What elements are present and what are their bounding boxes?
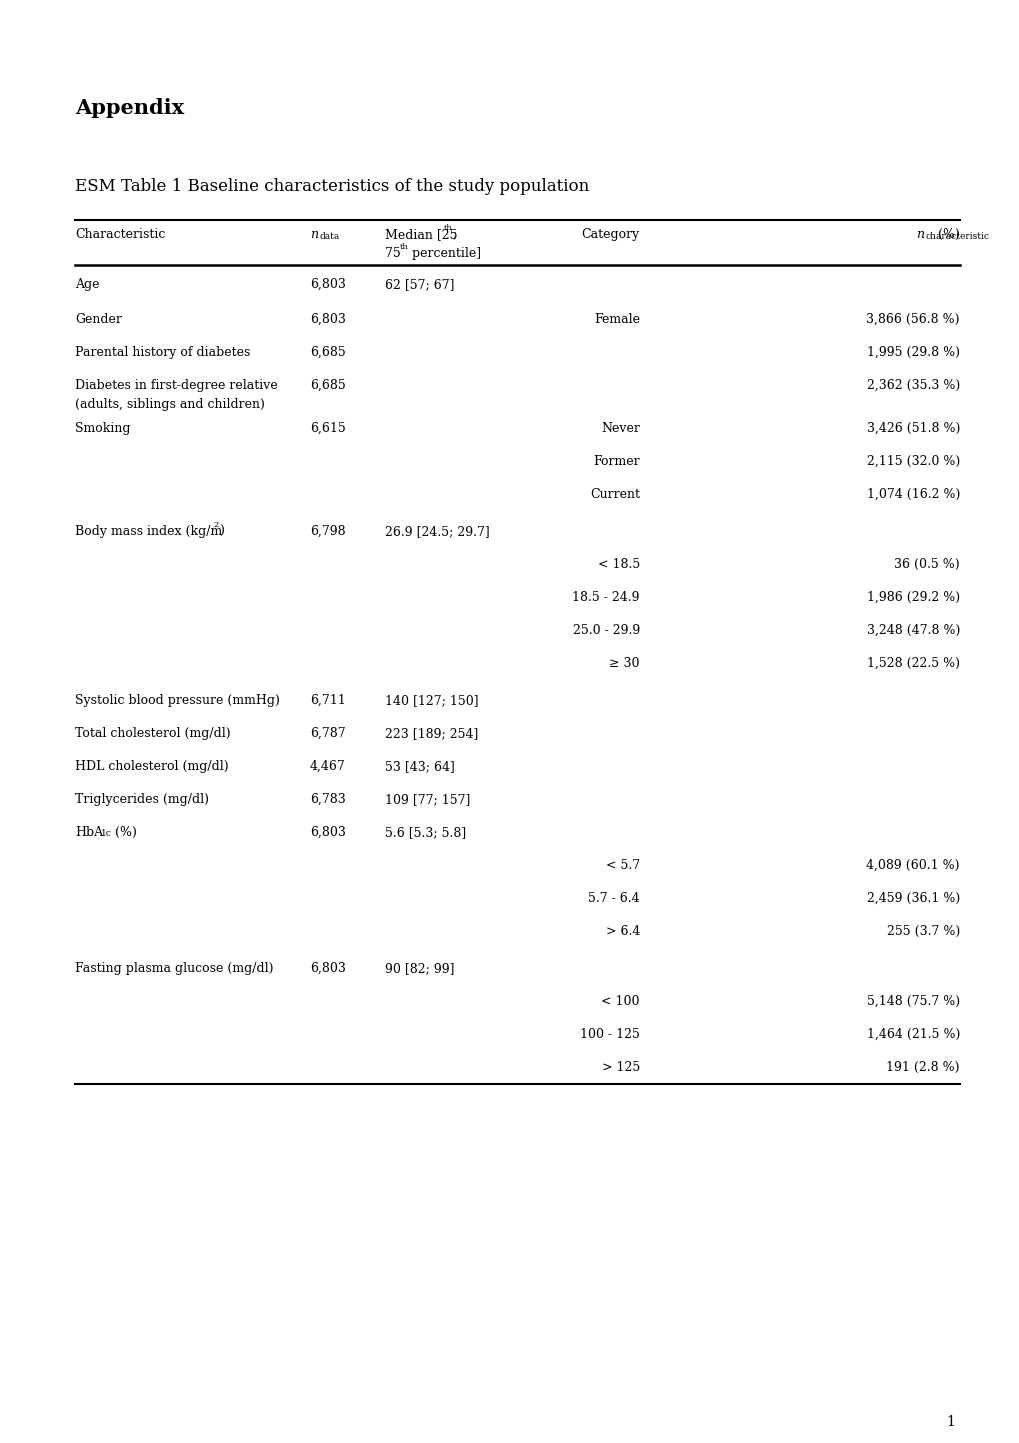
- Text: 6,803: 6,803: [310, 313, 345, 326]
- Text: 53 [43; 64]: 53 [43; 64]: [384, 760, 454, 773]
- Text: Smoking: Smoking: [75, 421, 130, 434]
- Text: Diabetes in first-degree relative: Diabetes in first-degree relative: [75, 380, 277, 392]
- Text: 75: 75: [384, 247, 400, 260]
- Text: Female: Female: [593, 313, 639, 326]
- Text: (%): (%): [111, 825, 137, 838]
- Text: 1,528 (22.5 %): 1,528 (22.5 %): [866, 657, 959, 670]
- Text: (adults, siblings and children): (adults, siblings and children): [75, 398, 265, 411]
- Text: Category: Category: [581, 228, 639, 241]
- Text: 191 (2.8 %): 191 (2.8 %): [886, 1061, 959, 1074]
- Text: 4,089 (60.1 %): 4,089 (60.1 %): [866, 859, 959, 872]
- Text: < 100: < 100: [601, 996, 639, 1009]
- Text: Current: Current: [589, 488, 639, 501]
- Text: < 18.5: < 18.5: [597, 558, 639, 571]
- Text: n: n: [310, 228, 318, 241]
- Text: 6,615: 6,615: [310, 421, 345, 434]
- Text: (%): (%): [937, 228, 959, 241]
- Text: 4,467: 4,467: [310, 760, 345, 773]
- Text: 6,685: 6,685: [310, 346, 345, 359]
- Text: 3,426 (51.8 %): 3,426 (51.8 %): [866, 421, 959, 434]
- Text: > 125: > 125: [601, 1061, 639, 1074]
- Text: ): ): [219, 525, 223, 538]
- Text: 6,803: 6,803: [310, 278, 345, 291]
- Text: 6,783: 6,783: [310, 794, 345, 807]
- Text: 140 [127; 150]: 140 [127; 150]: [384, 694, 478, 707]
- Text: 62 [57; 67]: 62 [57; 67]: [384, 278, 454, 291]
- Text: Never: Never: [600, 421, 639, 434]
- Text: 6,803: 6,803: [310, 825, 345, 838]
- Text: 6,685: 6,685: [310, 380, 345, 392]
- Text: 3,866 (56.8 %): 3,866 (56.8 %): [866, 313, 959, 326]
- Text: percentile]: percentile]: [408, 247, 481, 260]
- Text: Gender: Gender: [75, 313, 121, 326]
- Text: th: th: [443, 224, 452, 232]
- Text: 6,803: 6,803: [310, 962, 345, 975]
- Text: data: data: [320, 232, 340, 241]
- Text: ;: ;: [452, 228, 457, 241]
- Text: 100 - 125: 100 - 125: [580, 1027, 639, 1040]
- Text: Characteristic: Characteristic: [75, 228, 165, 241]
- Text: Age: Age: [75, 278, 100, 291]
- Text: ≥ 30: ≥ 30: [609, 657, 639, 670]
- Text: n: n: [915, 228, 923, 241]
- Text: Total cholesterol (mg/dl): Total cholesterol (mg/dl): [75, 727, 230, 740]
- Text: 109 [77; 157]: 109 [77; 157]: [384, 794, 470, 807]
- Text: 2,115 (32.0 %): 2,115 (32.0 %): [866, 455, 959, 468]
- Text: 2,459 (36.1 %): 2,459 (36.1 %): [866, 892, 959, 905]
- Text: > 6.4: > 6.4: [605, 925, 639, 938]
- Text: 2: 2: [213, 521, 218, 530]
- Text: 5,148 (75.7 %): 5,148 (75.7 %): [866, 996, 959, 1009]
- Text: characteristic: characteristic: [925, 232, 989, 241]
- Text: HDL cholesterol (mg/dl): HDL cholesterol (mg/dl): [75, 760, 228, 773]
- Text: 1: 1: [946, 1416, 954, 1429]
- Text: 3,248 (47.8 %): 3,248 (47.8 %): [866, 623, 959, 636]
- Text: 1,995 (29.8 %): 1,995 (29.8 %): [866, 346, 959, 359]
- Text: Triglycerides (mg/dl): Triglycerides (mg/dl): [75, 794, 209, 807]
- Text: Median [25: Median [25: [384, 228, 458, 241]
- Text: HbA: HbA: [75, 825, 103, 838]
- Text: 26.9 [24.5; 29.7]: 26.9 [24.5; 29.7]: [384, 525, 489, 538]
- Text: 25.0 - 29.9: 25.0 - 29.9: [573, 623, 639, 636]
- Text: 2,362 (35.3 %): 2,362 (35.3 %): [866, 380, 959, 392]
- Text: 6,711: 6,711: [310, 694, 345, 707]
- Text: Systolic blood pressure (mmHg): Systolic blood pressure (mmHg): [75, 694, 279, 707]
- Text: Parental history of diabetes: Parental history of diabetes: [75, 346, 250, 359]
- Text: 5.6 [5.3; 5.8]: 5.6 [5.3; 5.8]: [384, 825, 466, 838]
- Text: Body mass index (kg/m: Body mass index (kg/m: [75, 525, 222, 538]
- Text: 18.5 - 24.9: 18.5 - 24.9: [572, 592, 639, 605]
- Text: Appendix: Appendix: [75, 98, 184, 118]
- Text: 6,798: 6,798: [310, 525, 345, 538]
- Text: 1c: 1c: [101, 828, 112, 838]
- Text: th: th: [399, 242, 409, 251]
- Text: 6,787: 6,787: [310, 727, 345, 740]
- Text: Fasting plasma glucose (mg/dl): Fasting plasma glucose (mg/dl): [75, 962, 273, 975]
- Text: < 5.7: < 5.7: [605, 859, 639, 872]
- Text: 223 [189; 254]: 223 [189; 254]: [384, 727, 478, 740]
- Text: 90 [82; 99]: 90 [82; 99]: [384, 962, 454, 975]
- Text: ESM Table 1 Baseline characteristics of the study population: ESM Table 1 Baseline characteristics of …: [75, 177, 589, 195]
- Text: Former: Former: [593, 455, 639, 468]
- Text: 5.7 - 6.4: 5.7 - 6.4: [588, 892, 639, 905]
- Text: 1,986 (29.2 %): 1,986 (29.2 %): [866, 592, 959, 605]
- Text: 1,464 (21.5 %): 1,464 (21.5 %): [866, 1027, 959, 1040]
- Text: 1,074 (16.2 %): 1,074 (16.2 %): [866, 488, 959, 501]
- Text: 36 (0.5 %): 36 (0.5 %): [894, 558, 959, 571]
- Text: 255 (3.7 %): 255 (3.7 %): [886, 925, 959, 938]
